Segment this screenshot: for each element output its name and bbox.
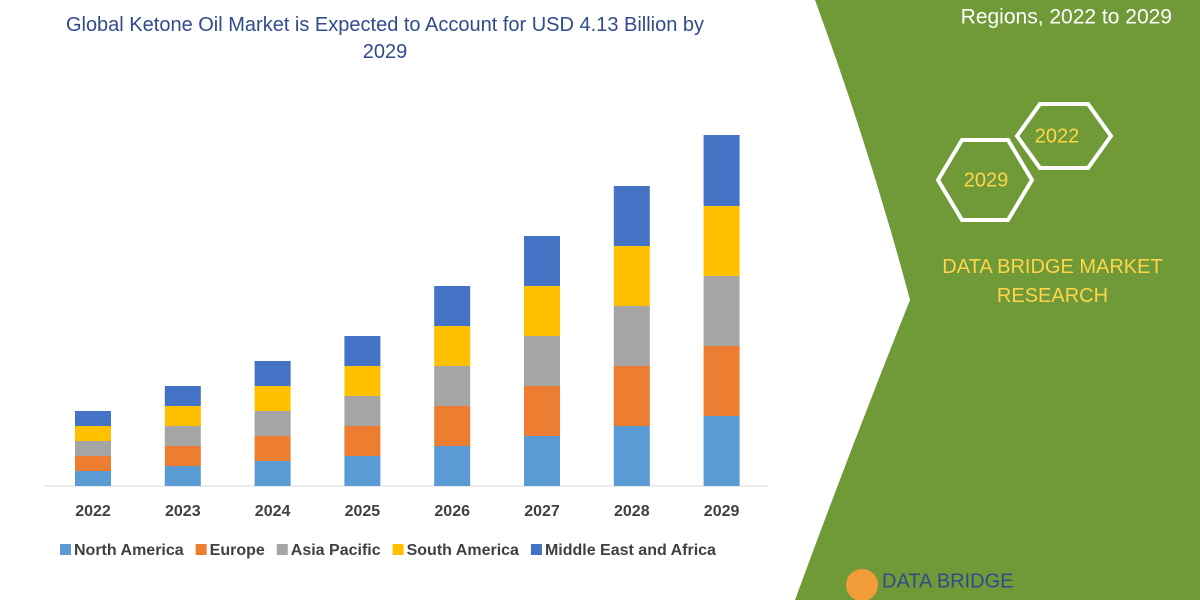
bar-segment xyxy=(434,366,471,406)
bar-segment xyxy=(164,426,201,446)
legend-label: North America xyxy=(74,542,184,559)
bar-segment xyxy=(344,366,381,396)
legend-swatch xyxy=(530,544,542,555)
bar-segment xyxy=(524,386,560,436)
bar-segment xyxy=(344,426,381,456)
bar-segment xyxy=(164,446,201,466)
bar-segment xyxy=(524,336,560,386)
bar-segment xyxy=(524,436,560,486)
bar-segment xyxy=(524,236,560,286)
x-tick-label: 2025 xyxy=(345,503,381,520)
bar-segment xyxy=(344,456,381,486)
bar-segment xyxy=(254,436,291,461)
bar-segment xyxy=(703,206,740,276)
bar-segment xyxy=(434,286,471,326)
bar-segment xyxy=(703,416,740,486)
bar-segment xyxy=(164,386,201,406)
legend-swatch xyxy=(276,544,288,555)
hexagon-label: 2022 xyxy=(1035,125,1080,147)
bar-segment xyxy=(75,471,111,486)
bar-segment xyxy=(524,286,560,336)
bar-segment xyxy=(75,411,111,426)
side-heading: Regions, 2022 to 2029 xyxy=(961,6,1172,29)
bar-segment xyxy=(434,406,471,446)
hexagon xyxy=(935,138,1035,222)
bar-segment xyxy=(613,426,650,486)
bar-segment xyxy=(75,456,111,471)
x-tick-label: 2028 xyxy=(614,503,650,520)
logo: DATA BRIDGE xyxy=(882,570,1014,592)
bar-segment xyxy=(344,396,381,426)
x-tick-label: 2024 xyxy=(255,503,291,520)
chart-title: Global Ketone Oil Market is Expected to … xyxy=(65,14,705,63)
legend-swatch xyxy=(195,544,207,555)
bar-segment xyxy=(164,406,201,426)
bar-segment xyxy=(434,326,471,366)
bar-segment xyxy=(254,411,291,436)
bar-segment xyxy=(254,361,291,386)
x-tick-label: 2022 xyxy=(75,503,111,520)
legend-label: Europe xyxy=(210,542,265,559)
bar-segment xyxy=(75,426,111,441)
bar-segment xyxy=(703,346,740,416)
legend-swatch xyxy=(392,544,404,555)
bar-segment xyxy=(344,336,381,366)
hexagon xyxy=(1014,102,1114,170)
bar-segment xyxy=(613,366,650,426)
bar-segment xyxy=(703,135,740,206)
bar-segment xyxy=(703,276,740,346)
logo-icon xyxy=(846,569,878,600)
legend-label: Asia Pacific xyxy=(291,542,381,559)
hexagon-label: 2029 xyxy=(964,169,1009,191)
legend-label: Middle East and Africa xyxy=(545,542,716,559)
bar-segment xyxy=(434,446,471,486)
bar-segment xyxy=(613,306,650,366)
bar-segment xyxy=(254,386,291,411)
bar-segment xyxy=(613,186,650,246)
legend-swatch xyxy=(60,544,71,555)
bar-segment xyxy=(254,461,291,486)
bar-segment xyxy=(164,466,201,486)
legend-label: South America xyxy=(407,542,519,559)
bar-segment xyxy=(613,246,650,306)
brand: DATA BRIDGE MARKET RESEARCH xyxy=(942,256,1163,307)
bar-segment xyxy=(75,441,111,456)
x-tick-label: 2027 xyxy=(524,503,560,520)
x-tick-label: 2029 xyxy=(704,503,740,520)
x-tick-label: 2023 xyxy=(165,503,201,520)
brand-box: DATA BRIDGE MARKET RESEARCH xyxy=(942,256,1163,307)
x-tick-label: 2026 xyxy=(434,503,470,520)
